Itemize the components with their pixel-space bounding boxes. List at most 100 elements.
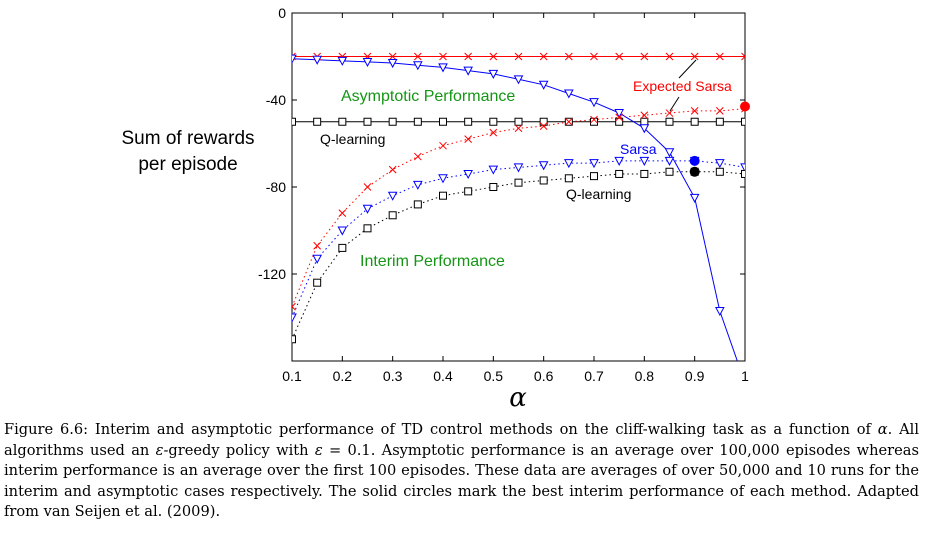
arrow-expected-sarsa-interim [669,96,680,112]
square-marker [464,117,473,126]
triangle-marker [563,89,574,99]
x-marker [590,115,598,124]
square-marker [413,117,422,126]
x-marker-stroke [564,117,573,126]
triangle-marker [463,66,473,76]
x-marker [489,52,498,61]
caption-part-1: Figure 6.6: Interim and asymptotic perfo… [4,421,878,438]
x-marker [615,113,624,122]
triangle-marker [488,165,499,175]
x-marker-stroke [640,111,649,120]
x-marker [464,52,473,61]
x-marker [615,52,624,61]
square-marker [640,117,649,126]
x-marker-stroke [413,52,422,61]
x-axis-label: α [509,383,527,410]
x-marker-stroke [464,135,473,144]
triangle-marker [740,163,745,173]
y-tick-label: 0 [278,5,286,21]
x-marker [640,52,649,61]
triangle-marker [589,98,599,108]
x-marker [690,52,699,61]
triangle-marker [639,156,650,166]
x-marker-stroke [413,152,422,161]
x-tick-label: 0.8 [635,368,655,384]
x-marker-stroke [741,107,745,113]
best-marker-q-learning [689,166,700,177]
x-marker-stroke [590,115,598,124]
x-tick-label: 0.7 [584,368,604,384]
triangle-marker [589,159,599,169]
square-marker [292,335,296,344]
square-marker [439,191,447,200]
x-marker-stroke [489,128,498,137]
x-marker [439,52,447,61]
label-expected-sarsa: Expected Sarsa [633,78,732,94]
triangle-marker [362,57,373,67]
x-marker [665,52,674,61]
square-marker [338,243,347,252]
figure-caption: Figure 6.6: Interim and asymptotic perfo… [4,420,919,523]
square-marker [313,278,322,287]
axes: 0.1 0.2 0.3 0.4 0.5 0.6 0.7 0.8 0.9 1 0 -40 -80 -120 [258,5,749,384]
series-line-asymptotic-sarsa [292,58,738,361]
x-marker-stroke [715,52,724,61]
y-tick-label: -40 [266,92,286,108]
x-marker-stroke [388,165,397,174]
x-tick-label: 0.1 [282,368,302,384]
label-sarsa: Sarsa [620,141,657,157]
square-marker [590,172,598,181]
x-marker [313,241,322,250]
x-marker-stroke [439,141,447,150]
x-marker-stroke [564,52,573,61]
y-axis-label-line-2: per episode [138,154,238,175]
square-marker [715,167,724,176]
triangle-marker [413,61,423,71]
triangle-marker [614,156,625,166]
y-tick-label: -120 [258,266,286,282]
triangle-marker [538,80,549,90]
x-marker-stroke [363,183,372,191]
square-marker [615,169,624,178]
x-marker [514,52,523,61]
x-marker-stroke [615,52,624,61]
triangle-marker [312,55,322,65]
x-marker-stroke [690,52,699,61]
triangle-marker [438,174,448,184]
caption-part-4: = 0.1. Asymptotic performance is an aver… [4,441,919,521]
x-tick-label: 0.9 [685,368,705,384]
x-tick-label: 0.6 [534,368,554,384]
triangle-marker [362,204,373,214]
triangle-marker [714,306,725,317]
square-marker [690,117,699,126]
caption-epsilon: ε [155,441,164,459]
triangle-marker [413,180,423,190]
triangle-marker [614,109,625,119]
x-marker [413,52,422,61]
x-tick-label: 1 [741,368,749,384]
x-marker-stroke [665,109,674,117]
x-marker [690,107,699,115]
x-marker [514,124,523,133]
caption-part-3: -greedy policy with [163,441,315,459]
arrow-expected-sarsa-asymptotic [678,59,697,79]
x-marker [363,183,372,191]
triangle-marker [337,56,348,66]
triangle-marker [664,148,675,158]
square-marker [590,117,598,126]
square-marker [615,117,624,126]
triangle-marker [463,169,473,180]
x-tick-label: 0.4 [433,368,453,384]
x-tick-label: 0.2 [333,368,353,384]
x-marker [292,302,296,311]
caption-epsilon-2: ε [314,441,323,459]
square-marker [489,117,498,126]
label-q-learning-interim: Q-learning [566,186,631,202]
x-marker-stroke [292,305,296,311]
square-marker [665,117,674,126]
label-q-learning-asymptotic: Q-learning [320,131,385,147]
triangle-marker [488,69,499,79]
triangle-marker [292,313,297,323]
series-layer [292,56,745,361]
triangle-marker [689,193,700,203]
